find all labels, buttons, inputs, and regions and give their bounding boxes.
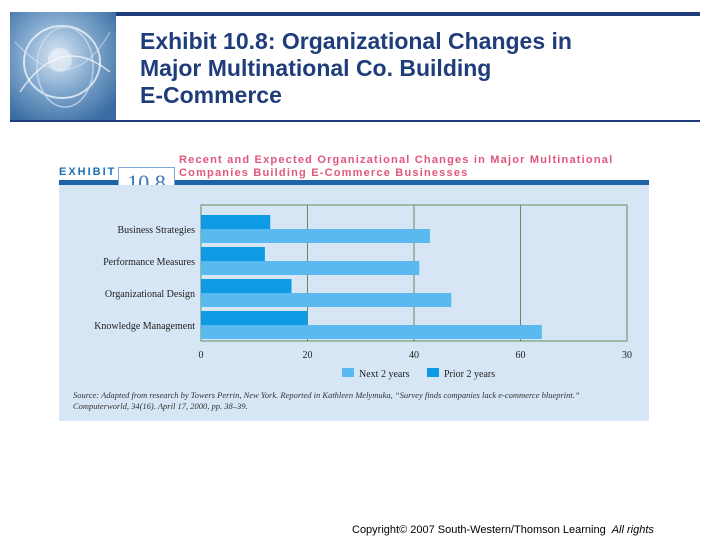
- slide-title-line: Major Multinational Co. Building: [140, 55, 492, 81]
- bar-next-2-years: [201, 325, 542, 339]
- title-bottom-rule: [10, 120, 700, 122]
- slide-title-line: Exhibit 10.8: Organizational Changes in: [140, 28, 572, 54]
- chart-panel: Business Strategies Performance Measures O…: [59, 185, 649, 421]
- copyright-text: Copyright© 2007 South-Western/Thomson Le…: [352, 524, 606, 536]
- title-top-rule: [116, 12, 700, 16]
- bar-chart: Business Strategies Performance Measures O…: [94, 204, 632, 380]
- rights-text: All rights: [611, 524, 654, 536]
- category-label: Business Strategies: [118, 225, 196, 236]
- bar-next-2-years: [201, 261, 420, 275]
- category-label: Organizational Design: [105, 289, 195, 300]
- source-line: Source: Adapted from research by Towers …: [73, 390, 580, 400]
- x-tick-label: 0: [199, 350, 204, 361]
- x-tick-label: 60: [516, 350, 526, 361]
- copyright-notice: Copyright© 2007 South-Western/Thomson Le…: [352, 524, 654, 536]
- source-line: Computerworld, 34(16). April 17, 2000, p…: [73, 401, 248, 411]
- bar-prior-2-years: [201, 215, 271, 229]
- category-label: Knowledge Management: [94, 321, 195, 332]
- exhibit-title: Recent and Expected Organizational Chang…: [179, 154, 649, 180]
- source-note: Source: Adapted from research by Towers …: [73, 390, 653, 412]
- bar-prior-2-years: [201, 247, 265, 261]
- bar-prior-2-years: [201, 311, 308, 325]
- slide-title: Exhibit 10.8: Organizational Changes in …: [140, 28, 700, 109]
- exhibit-title-line: Companies Building E-Commerce Businesses: [179, 167, 469, 179]
- category-label: Performance Measures: [103, 257, 195, 268]
- bar-next-2-years: [201, 293, 452, 307]
- x-tick-label: 40: [409, 350, 419, 361]
- slide-title-line: E-Commerce: [140, 82, 282, 108]
- bar-next-2-years: [201, 229, 430, 243]
- legend-swatch-prior: [427, 368, 439, 377]
- exhibit-header-rule: [59, 180, 649, 185]
- legend-label-prior: Prior 2 years: [444, 369, 495, 380]
- x-tick-label: 30: [622, 350, 632, 361]
- exhibit-title-line: Recent and Expected Organizational Chang…: [179, 154, 614, 166]
- globe-thumbnail-image: [10, 12, 116, 120]
- legend-swatch-next: [342, 368, 354, 377]
- exhibit-label: EXHIBIT: [59, 166, 117, 178]
- x-tick-label: 20: [303, 350, 313, 361]
- bar-prior-2-years: [201, 279, 292, 293]
- exhibit-figure: EXHIBIT 10.8 Recent and Expected Organiz…: [55, 148, 655, 423]
- legend-label-next: Next 2 years: [359, 369, 410, 380]
